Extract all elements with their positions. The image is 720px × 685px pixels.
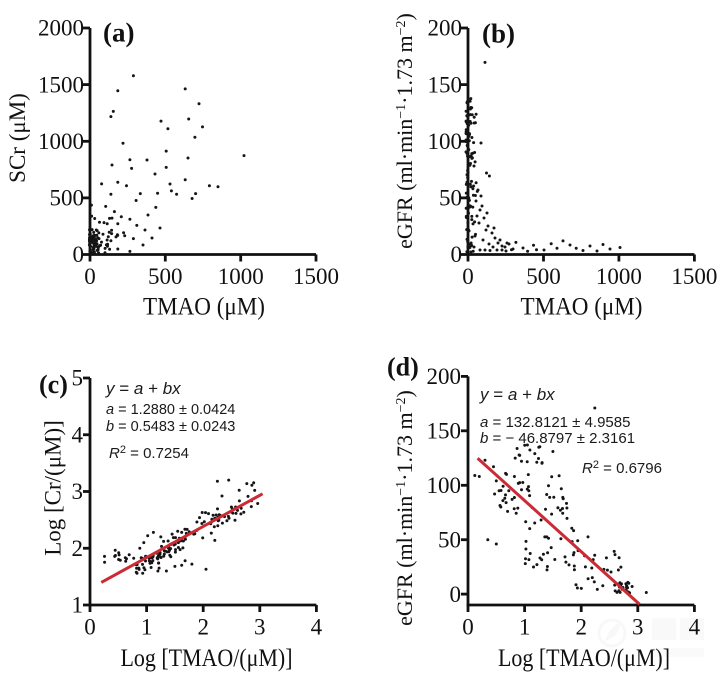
svg-text:0: 0 <box>73 242 85 267</box>
svg-text:3: 3 <box>72 479 84 504</box>
svg-text:100: 100 <box>427 473 462 498</box>
svg-text:TMAO (μM): TMAO (μM) <box>521 294 643 321</box>
svg-text:a = 132.8121 ± 4.9585: a = 132.8121 ± 4.9585 <box>480 414 630 431</box>
svg-text:50: 50 <box>438 527 461 552</box>
svg-text:3: 3 <box>254 615 266 640</box>
svg-text:b = − 46.8797 ± 2.3161: b = − 46.8797 ± 2.3161 <box>480 430 635 447</box>
svg-text:(d): (d) <box>387 353 419 382</box>
svg-text:1000: 1000 <box>38 129 84 154</box>
svg-text:1000: 1000 <box>218 264 264 289</box>
svg-text:500: 500 <box>148 264 183 289</box>
svg-text:b = 0.5483 ± 0.0243: b = 0.5483 ± 0.0243 <box>106 419 235 435</box>
svg-text:Log [TMAO/(μM)]: Log [TMAO/(μM)] <box>121 645 293 672</box>
svg-text:(a): (a) <box>103 18 134 48</box>
svg-text:0: 0 <box>462 264 474 289</box>
svg-text:0: 0 <box>462 615 474 640</box>
svg-text:4: 4 <box>311 615 323 640</box>
svg-text:2: 2 <box>72 536 84 561</box>
svg-text:50: 50 <box>439 186 462 211</box>
svg-text:0: 0 <box>450 582 462 607</box>
svg-text:1: 1 <box>519 615 531 640</box>
svg-text:3: 3 <box>632 615 644 640</box>
svg-text:100: 100 <box>428 129 463 154</box>
svg-text:Log [TMAO/(μM)]: Log [TMAO/(μM)] <box>498 645 670 672</box>
svg-text:TMAO (μM): TMAO (μM) <box>143 294 265 321</box>
svg-text:1: 1 <box>141 615 153 640</box>
svg-text:150: 150 <box>428 72 463 97</box>
svg-text:500: 500 <box>50 186 85 211</box>
svg-text:y = a + bx: y = a + bx <box>479 385 555 404</box>
svg-text:2: 2 <box>197 615 209 640</box>
svg-text:4: 4 <box>689 615 701 640</box>
svg-text:200: 200 <box>428 16 463 41</box>
svg-text:200: 200 <box>427 364 462 389</box>
svg-text:500: 500 <box>526 264 561 289</box>
svg-text:150: 150 <box>427 419 462 444</box>
svg-text:R2 = 0.7254: R2 = 0.7254 <box>109 444 189 462</box>
svg-text:(c): (c) <box>39 370 68 399</box>
svg-text:0: 0 <box>451 242 463 267</box>
svg-text:1500: 1500 <box>38 72 84 97</box>
svg-text:4: 4 <box>72 422 84 447</box>
svg-text:R2 = 0.6796: R2 = 0.6796 <box>582 459 662 477</box>
svg-text:5: 5 <box>72 366 84 391</box>
svg-text:(b): (b) <box>482 19 515 49</box>
svg-text:SCr (μM): SCr (μM) <box>5 93 30 183</box>
svg-text:y = a + bx: y = a + bx <box>105 379 181 398</box>
svg-text:Log [Cr/(μM)]: Log [Cr/(μM)] <box>41 420 66 556</box>
svg-text:0: 0 <box>84 615 96 640</box>
svg-text:eGFR (ml·min−1·1.73 m−2): eGFR (ml·min−1·1.73 m−2) <box>392 390 417 626</box>
svg-text:2000: 2000 <box>38 16 84 41</box>
svg-text:1500: 1500 <box>671 264 717 289</box>
svg-text:1500: 1500 <box>293 264 339 289</box>
svg-text:a = 1.2880 ± 0.0424: a = 1.2880 ± 0.0424 <box>106 402 235 418</box>
svg-text:1: 1 <box>72 593 84 618</box>
svg-text:0: 0 <box>84 264 96 289</box>
svg-text:2: 2 <box>575 615 587 640</box>
svg-text:1000: 1000 <box>596 264 642 289</box>
svg-text:eGFR (ml·min−1·1.73 m−2): eGFR (ml·min−1·1.73 m−2) <box>392 13 417 249</box>
